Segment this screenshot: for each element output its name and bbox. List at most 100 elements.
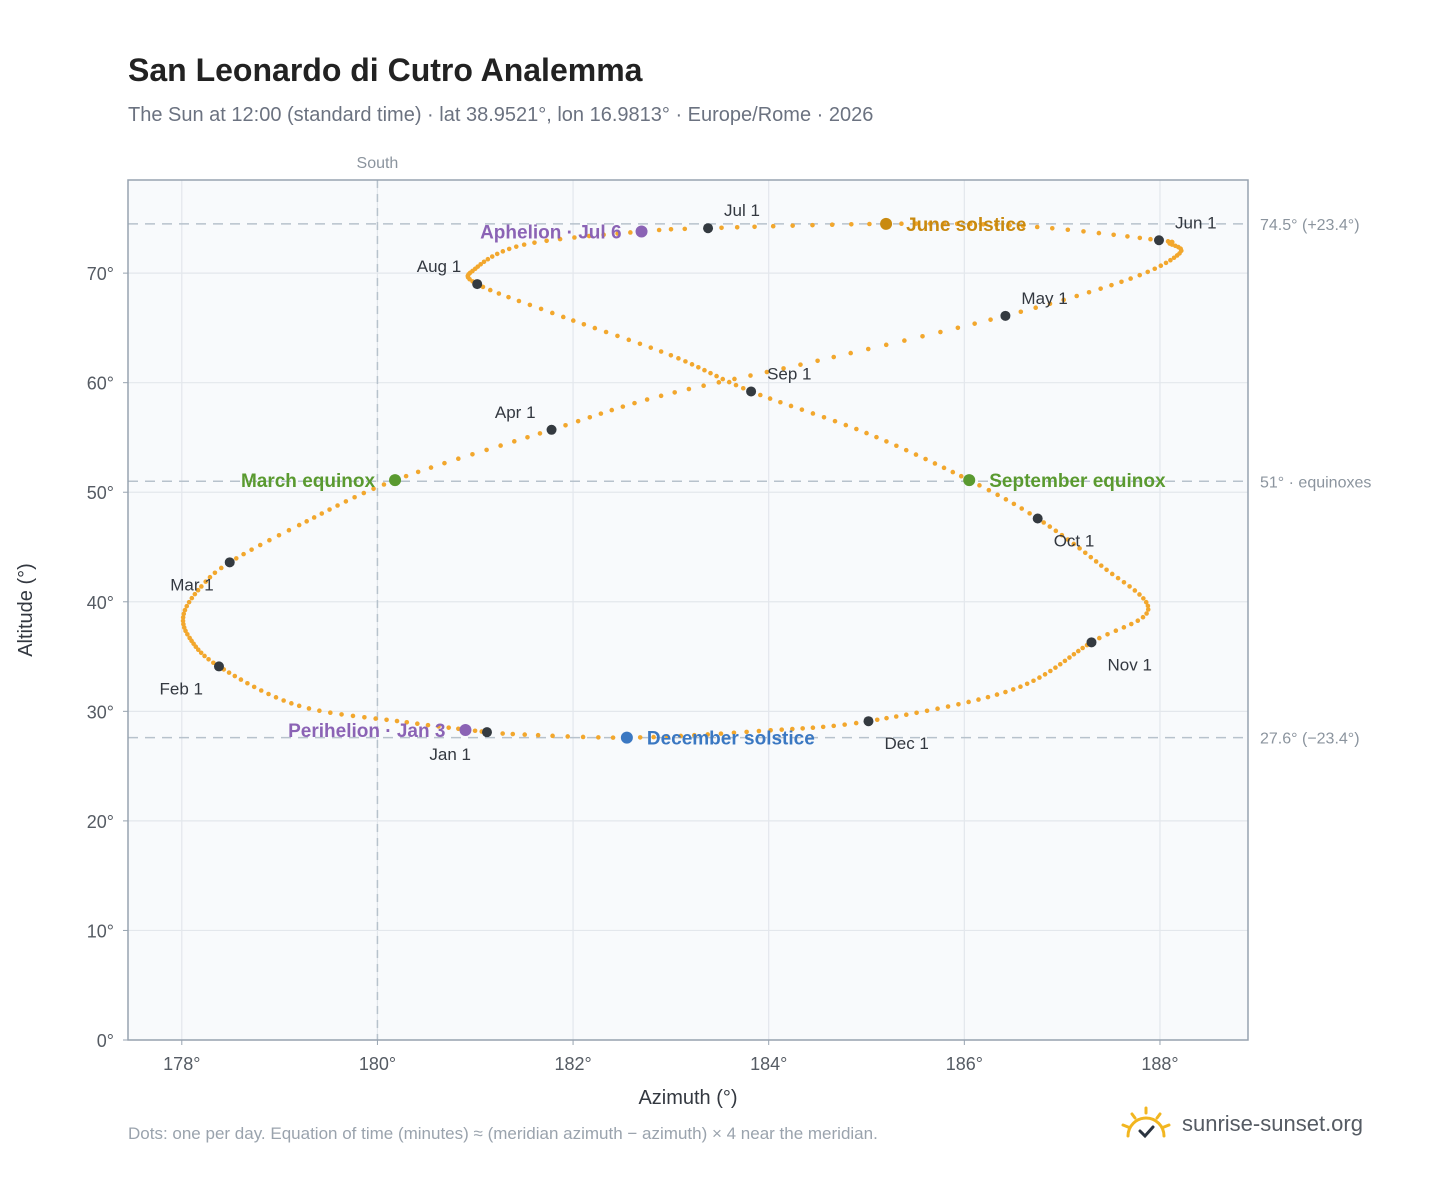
daily-sun-dot [428, 465, 434, 470]
daily-sun-dot [276, 532, 282, 538]
month-marker-label: Apr 1 [495, 403, 536, 422]
daily-sun-dot [1071, 541, 1077, 547]
daily-sun-dot [181, 611, 187, 617]
daily-sun-dot [563, 422, 568, 428]
daily-sun-dot [189, 595, 195, 601]
event-marker-dot [963, 474, 976, 487]
daily-sun-dot [289, 701, 294, 706]
daily-sun-dot [720, 376, 726, 382]
daily-sun-dot [513, 244, 519, 249]
daily-sun-dot [1031, 678, 1036, 684]
daily-sun-dot [705, 732, 711, 737]
event-marker-dot [635, 225, 648, 238]
daily-sun-dot [899, 221, 904, 227]
reference-line-label: 27.6° (−23.4°) [1260, 731, 1360, 748]
daily-sun-dot [764, 369, 770, 375]
daily-sun-dot [956, 701, 961, 707]
daily-sun-dot [1088, 554, 1094, 560]
daily-sun-dot [211, 660, 216, 666]
daily-sun-dot [537, 431, 543, 436]
month-marker-dot [1032, 513, 1043, 524]
daily-sun-dot [883, 342, 889, 348]
daily-sun-dot [672, 390, 678, 395]
daily-sun-dot [1109, 571, 1115, 577]
brand-logo[interactable]: sunrise-sunset.org [1120, 1104, 1363, 1144]
daily-sun-dot [1019, 506, 1025, 511]
daily-sun-dot [202, 653, 207, 659]
month-marker-label: Dec 1 [884, 734, 928, 753]
plot-frame [127, 179, 1249, 1041]
daily-sun-dot [1111, 232, 1116, 238]
event-marker-label: December solstice [647, 729, 815, 750]
daily-sun-dot [522, 732, 528, 737]
daily-sun-dot [415, 721, 420, 727]
y-tick-label: 40° [87, 593, 114, 613]
daily-sun-dot [995, 492, 1000, 498]
daily-sun-dot [1080, 645, 1085, 651]
x-tick-label: 186° [946, 1054, 983, 1074]
daily-sun-dot [1169, 239, 1175, 245]
daily-sun-dot [689, 362, 695, 367]
daily-sun-dot [1053, 665, 1058, 670]
daily-sun-dot [678, 733, 684, 739]
daily-sun-dot [966, 699, 971, 705]
daily-sun-dot [958, 473, 964, 479]
month-marker-dot [546, 424, 557, 435]
daily-sun-dot [810, 411, 816, 416]
x-tick-label: 178° [163, 1054, 200, 1074]
daily-sun-dot [1115, 575, 1121, 581]
month-marker-dot [1086, 637, 1097, 648]
daily-sun-dot [864, 430, 869, 436]
daily-sun-dot [580, 734, 586, 740]
event-marker-label: Perihelion · Jan 3 [288, 721, 445, 742]
daily-sun-dot [778, 399, 783, 405]
daily-sun-dot [425, 722, 431, 728]
daily-sun-dot [286, 527, 292, 533]
y-tick-label: 10° [87, 921, 114, 941]
daily-sun-dot [304, 519, 309, 524]
month-marker-dot [213, 661, 224, 672]
daily-sun-dot [1027, 511, 1032, 516]
daily-sun-dot [752, 224, 757, 230]
daily-sun-dot [1140, 614, 1146, 620]
daily-sun-dot [484, 447, 489, 453]
daily-sun-dot [498, 443, 503, 448]
event-marker-label: March equinox [241, 471, 376, 492]
daily-sun-dot [1145, 607, 1151, 612]
month-marker-dot [1153, 235, 1164, 246]
y-tick-label: 50° [87, 483, 114, 503]
daily-sun-dot [1059, 532, 1065, 538]
daily-sun-dot [810, 725, 816, 731]
daily-sun-dot [446, 725, 452, 730]
month-marker-dot [863, 716, 874, 727]
daily-sun-dot [186, 599, 192, 605]
daily-sun-dot [726, 379, 732, 385]
daily-sun-dot [903, 447, 909, 453]
daily-sun-dot [496, 291, 502, 296]
daily-sun-dot [884, 439, 889, 444]
daily-sun-dot [238, 677, 244, 682]
daily-sun-dot [874, 717, 880, 723]
daily-sun-dot [560, 314, 566, 320]
daily-sun-dot [656, 227, 662, 233]
y-tick-label: 20° [87, 812, 114, 832]
daily-sun-dot [373, 716, 378, 721]
daily-sun-dot [920, 334, 925, 339]
daily-sun-dot [733, 382, 739, 388]
y-tick-label: 70° [87, 264, 114, 284]
daily-sun-dot [902, 338, 907, 343]
daily-sun-dot [1048, 668, 1053, 674]
daily-sun-dot [977, 483, 982, 488]
daily-sun-dot [1096, 230, 1102, 236]
daily-sun-dot [884, 715, 889, 721]
daily-sun-dot [500, 249, 506, 254]
x-tick-label: 184° [750, 1054, 787, 1074]
daily-sun-dot [1093, 559, 1099, 564]
daily-sun-dot [311, 515, 317, 520]
daily-sun-dot [226, 670, 232, 675]
month-marker-dot [472, 279, 483, 290]
daily-sun-dot [415, 469, 421, 475]
daily-sun-dot [609, 407, 615, 413]
daily-sun-dot [1061, 297, 1066, 303]
daily-sun-dot [532, 240, 537, 245]
